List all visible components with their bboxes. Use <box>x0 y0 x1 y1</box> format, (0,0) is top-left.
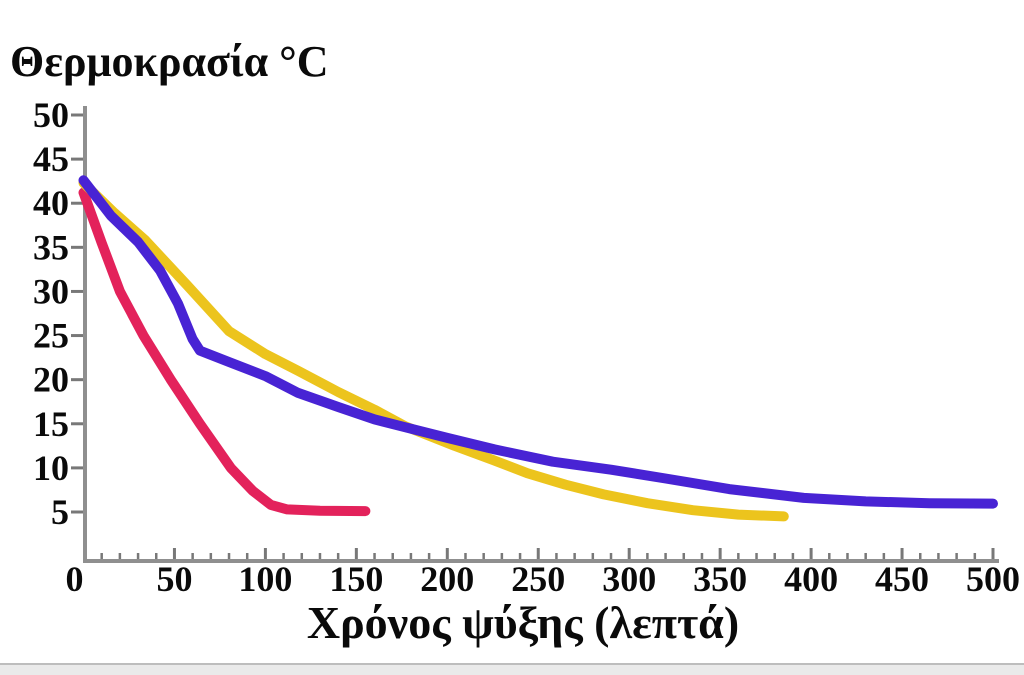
y-tick-label: 5 <box>51 492 69 532</box>
y-tick-label: 35 <box>33 227 69 267</box>
x-tick-label: 450 <box>875 559 929 599</box>
y-tick-label: 30 <box>33 271 69 311</box>
page-bottom-strip <box>0 663 1024 675</box>
y-tick-label: 45 <box>33 139 69 179</box>
x-axis-title: Χρόνος ψύξης (λεπτά) <box>307 597 739 648</box>
axis-ticks <box>71 113 995 559</box>
x-tick-label: 250 <box>511 559 565 599</box>
x-tick-label: 100 <box>238 559 292 599</box>
x-tick-label: 500 <box>966 559 1020 599</box>
y-tick-label: 40 <box>33 183 69 223</box>
x-tick-label: 400 <box>784 559 838 599</box>
x-tick-label: 50 <box>156 559 192 599</box>
y-axis-title: Θερμοκρασία °C <box>10 37 329 86</box>
y-tick-label: 20 <box>33 360 69 400</box>
blue-curve <box>78 175 998 509</box>
axes <box>83 106 999 563</box>
y-tick-label: 25 <box>33 316 69 356</box>
x-tick-label: 200 <box>420 559 474 599</box>
red-curve <box>78 187 371 517</box>
y-tick-label: 10 <box>33 448 69 488</box>
x-tick-label: 150 <box>329 559 383 599</box>
y-tick-label: 15 <box>33 404 69 444</box>
y-tick-label: 50 <box>33 95 69 135</box>
data-series <box>78 175 998 522</box>
x-tick-label: 350 <box>693 559 747 599</box>
x-tick-label: 300 <box>602 559 656 599</box>
x-tick-label: 0 <box>66 559 84 599</box>
yellow-curve <box>78 177 789 522</box>
